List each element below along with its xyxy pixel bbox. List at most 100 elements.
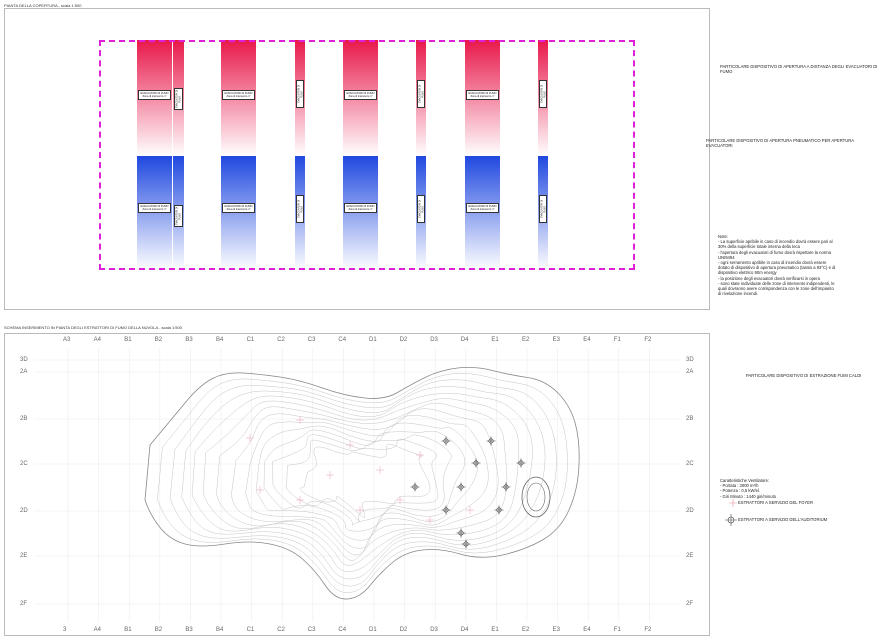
extractor-plan-title: SCHEMA INSERIMENTO IN PIANTA DEGLI ESTRA… (4, 325, 182, 330)
grid-column-label-bottom: E4 (583, 627, 591, 633)
foyer-extractor-marker (296, 416, 304, 424)
grid-column-label-bottom: B3 (185, 627, 193, 633)
grid-column-label-top: C1 (246, 337, 255, 343)
grid-column-label-bottom: C2 (277, 627, 285, 633)
roof-note-line: - ogni serramento apribile in caso di in… (718, 260, 827, 266)
grid-column-label-top: A3 (63, 337, 71, 343)
smoke-vent-strip-blue (343, 156, 378, 270)
smoke-vent-tag: EVACUATORI DI FUMO Zona di intervento n° (222, 203, 255, 213)
roof-note-line: quali dovranno avere corrispondenza con … (718, 286, 834, 292)
grid-column-label-top: C3 (307, 337, 316, 343)
grid-column-label-bottom: B2 (154, 627, 163, 633)
auditorium-extractor-marker-cross (456, 482, 466, 492)
roof-note-pneumatic-opening: PARTICOLARE DISPOSITIVO DI APERTURA PNEU… (706, 138, 854, 149)
roof-notes: Note: - La superficie apribile in caso d… (718, 234, 878, 296)
auditorium-extractor-marker-cross (471, 458, 481, 468)
smoke-vent-tag: EVACUATORI DI FUMO Zona di intervento n° (138, 90, 171, 100)
grid-column-label-bottom: D3 (430, 627, 438, 633)
grid-column-label-top: D4 (460, 337, 469, 343)
fan-spec-rpm: - Giri Minuto : 1440 giri/minuto (720, 493, 777, 499)
grid-row-label-left: 2E (20, 553, 28, 559)
legend-foyer: ESTRATTORI A SERVIZIO DEL FOYER (722, 498, 872, 508)
grid-column-label-top: D1 (369, 337, 377, 343)
grid-column-label-top: B3 (185, 337, 193, 343)
auditorium-extractor-marker-cross (494, 505, 504, 515)
roof-notes-title: Note: (718, 234, 729, 239)
vent-zone-boundary (99, 40, 635, 270)
grid-column-label-bottom: B1 (124, 627, 132, 633)
grid-column-label-bottom: D2 (399, 627, 408, 633)
grid-column-label-top: E3 (552, 337, 560, 343)
foyer-extractor-marker (356, 506, 364, 514)
grid-column-label-bottom: 3 (63, 627, 67, 633)
foyer-extractor-marker (466, 506, 474, 514)
foyer-extractor-marker (246, 434, 254, 442)
grid-column-label-bottom: F2 (644, 627, 652, 633)
foyer-extractor-marker (256, 486, 264, 494)
roof-note-line: - la posizione degli evacuatori dovrà ve… (718, 275, 820, 281)
grid-column-label-bottom: D4 (460, 627, 469, 633)
grid-column-label-top: B4 (216, 337, 224, 343)
cloud-contour (144, 367, 580, 600)
foyer-extractor-marker (346, 441, 354, 449)
grid-column-label-bottom: E3 (552, 627, 560, 633)
roof-notes-list: - La superficie apribile in caso di ince… (718, 239, 878, 296)
grid-column-label-top: E1 (491, 337, 499, 343)
grid-column-label-top: A4 (93, 337, 101, 343)
fan-specs: Caratteristiche Ventilatore: - Portata :… (720, 478, 870, 499)
grid-row-label-left: 2A (20, 369, 28, 375)
smoke-vent-tag: EVACUATORI DI FUMO Zona di intervento n° (344, 203, 377, 213)
smoke-vent-tag: EVACUATORI DI FUMO Zona di intervento n° (344, 90, 377, 100)
auditorium-extractor-marker-cross (441, 505, 451, 515)
grid-column-label-bottom: C1 (246, 627, 255, 633)
cloud-contour (255, 422, 478, 541)
grid-row-label-left: 3D (20, 357, 28, 363)
cloud-contour (263, 429, 466, 532)
cloud-contour (300, 443, 431, 518)
grid-row-label-right: 2A (686, 369, 694, 375)
smoke-vent-tag: EVACUATORI DI FUMO Zona di intervento n° (222, 90, 255, 100)
foyer-extractor-marker (416, 451, 424, 459)
cloud-contour (231, 408, 499, 556)
smoke-vent-tag: EVACUATORI DI FUMO Zona di intervento n° (138, 203, 171, 213)
grid-column-label-top: F1 (613, 337, 621, 343)
roof-note-line: di rivelazione incendi. (718, 291, 759, 297)
foyer-extractor-marker (426, 516, 434, 524)
cloud-contour (285, 438, 439, 523)
roof-note-remote-opening: PARTICOLARE DISPOSITIVO DI APERTURA A DI… (720, 64, 878, 75)
roof-note-line: UNI9494 (718, 254, 735, 260)
auditorium-extractor-marker-cross (486, 436, 496, 446)
cross-marker-icon (729, 499, 737, 507)
grid-row-label-right: 2C (686, 461, 694, 467)
legend-auditorium: ESTRATTORI A SERVIZIO DELL'AUDITORIUM (722, 514, 872, 526)
grid-row-label-right: 2B (686, 416, 694, 422)
grid-column-label-top: D3 (430, 337, 438, 343)
smoke-vent-strip-blue (465, 156, 500, 270)
legend-auditorium-label: ESTRATTORI A SERVIZIO DELL'AUDITORIUM (738, 517, 828, 522)
grid-column-label-top: E4 (583, 337, 591, 343)
grid-column-label-bottom: D1 (369, 627, 377, 633)
auditorium-extractor-marker-cross (441, 436, 451, 446)
grid-column-label-top: C2 (277, 337, 285, 343)
grid-column-label-bottom: B4 (216, 627, 224, 633)
grid-column-label-bottom: A4 (93, 627, 101, 633)
grid-column-label-top: B1 (124, 337, 132, 343)
auditorium-extractor-marker-cross (456, 528, 466, 538)
grid-row-label-left: 2C (20, 461, 28, 467)
grid-row-label-right: 2D (686, 508, 694, 514)
auditorium-inner-outline (526, 482, 546, 512)
fan-spec-power: - Potenza : 0,5 kW/el. (720, 488, 761, 494)
grid-row-label-right: 2E (686, 553, 694, 559)
cloud-contour (272, 434, 452, 526)
smoke-vent-tag: EVACUATORI DI FUMO Zona di intervento n° (466, 203, 499, 213)
cloud-contour (245, 415, 489, 549)
roof-note-line: - sono state individuate delle zone di i… (718, 280, 835, 286)
foyer-extractor-marker (376, 466, 384, 474)
cloud-contour (157, 373, 568, 593)
grid-row-label-left: 2D (20, 508, 28, 514)
smoke-vent-tag: EVACUATORI DI FUMO Zona di intervento n° (466, 90, 499, 100)
grid-column-label-top: F2 (644, 337, 652, 343)
roof-note-line: - l'apertura degli evacuatori di fumo do… (718, 249, 831, 255)
extractor-plan-frame (4, 333, 710, 636)
smoke-vent-strip-blue (137, 156, 172, 270)
